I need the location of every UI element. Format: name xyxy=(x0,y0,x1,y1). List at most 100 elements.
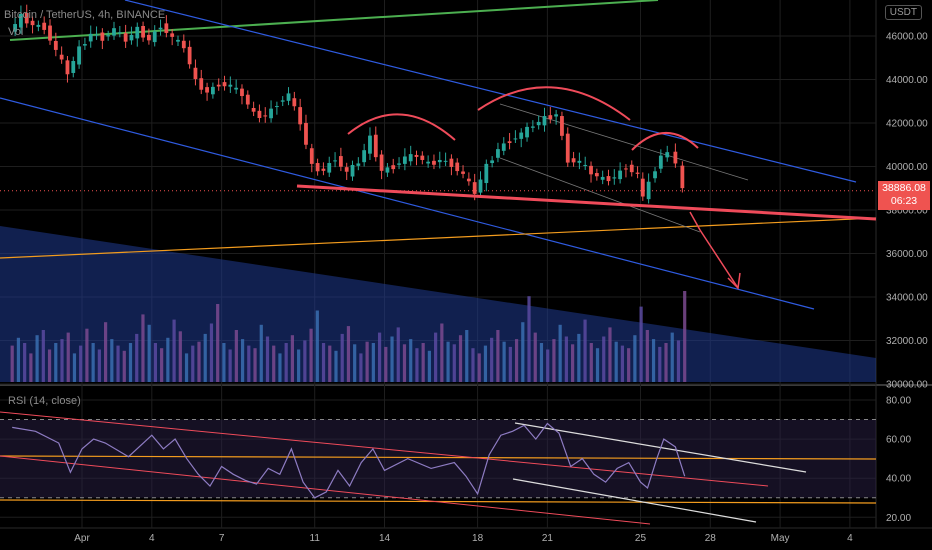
volume-bar xyxy=(608,327,612,382)
rsi-tick-label: 60.00 xyxy=(886,435,911,446)
candle-body xyxy=(653,171,657,179)
volume-bar xyxy=(60,339,64,382)
volume-bar xyxy=(240,339,245,382)
candle-body xyxy=(158,27,163,30)
volume-bar xyxy=(427,350,431,382)
candle-body xyxy=(624,168,628,170)
volume-bar xyxy=(54,343,58,382)
candle-body xyxy=(147,34,151,41)
volume-bar xyxy=(664,343,668,382)
symbol-title[interactable]: Bitcoin / TetherUS, 4h, BINANCE xyxy=(4,9,166,21)
candle-body xyxy=(129,34,134,41)
volume-bar xyxy=(595,348,600,382)
candle-body xyxy=(187,46,192,65)
upper-blue-channel xyxy=(124,0,857,183)
candle-body xyxy=(496,149,500,158)
time-tick-label: 4 xyxy=(149,533,155,544)
price-tick-label: 32000.00 xyxy=(886,336,928,347)
candle-body xyxy=(472,182,477,194)
volume-bar xyxy=(558,324,562,382)
price-tick-label: 30000.00 xyxy=(886,380,928,391)
candle-body xyxy=(280,100,285,102)
rsi-orange-upper xyxy=(0,455,877,460)
rsi-red-lower xyxy=(0,455,651,525)
volume-bar xyxy=(390,336,394,382)
candle-body xyxy=(251,107,256,112)
volume-bar xyxy=(122,350,126,382)
volume-bar xyxy=(620,345,625,382)
candle-body xyxy=(19,13,23,28)
candle-body xyxy=(228,84,233,87)
grey-channel-bottom xyxy=(499,157,701,233)
candle-body xyxy=(269,108,273,119)
candle-body xyxy=(274,106,279,108)
left-shoulder-arc xyxy=(347,113,456,141)
candle-body xyxy=(513,138,518,140)
candle-body xyxy=(606,176,611,182)
currency-badge[interactable]: USDT xyxy=(884,5,922,20)
volume-bar xyxy=(527,296,531,382)
volume-bar xyxy=(645,330,649,382)
volume-bar xyxy=(141,314,145,382)
volume-bar xyxy=(29,353,33,382)
volume-bar xyxy=(365,341,369,382)
candle-body xyxy=(88,33,93,42)
candle-body xyxy=(257,110,262,118)
candle-body xyxy=(673,151,678,164)
rsi-label[interactable]: RSI (14, close) xyxy=(8,395,81,407)
head-arc xyxy=(477,86,631,121)
time-tick-label: 11 xyxy=(310,533,321,544)
rsi-tick-label: 40.00 xyxy=(886,474,911,485)
candle-body xyxy=(164,23,169,33)
candle-body xyxy=(542,116,547,126)
volume-bar xyxy=(396,327,400,382)
candle-body xyxy=(321,168,326,171)
volume-bar xyxy=(346,326,351,382)
volume-bar xyxy=(209,323,214,382)
candle-body xyxy=(152,31,157,43)
volume-bar xyxy=(110,339,114,382)
price-tick-label: 38000.00 xyxy=(886,206,928,217)
candle-body xyxy=(554,114,559,117)
candle-body xyxy=(385,167,390,173)
candle-body xyxy=(618,170,623,180)
volume-bar xyxy=(184,353,189,382)
candle-body xyxy=(315,163,320,172)
volume-bar xyxy=(253,348,257,382)
price-tick-label: 34000.00 xyxy=(886,293,928,304)
candle-body xyxy=(680,165,685,189)
volume-label[interactable]: Vol xyxy=(8,26,24,38)
volume-bar xyxy=(471,348,475,382)
candle-body xyxy=(635,172,640,174)
candle-body xyxy=(665,152,670,158)
volume-bar xyxy=(334,350,338,382)
volume-bar xyxy=(303,340,307,382)
volume-bar xyxy=(315,310,319,382)
price-tick-label: 42000.00 xyxy=(886,119,928,130)
orange-trendline xyxy=(0,217,877,259)
volume-bar xyxy=(683,291,687,382)
candle-body xyxy=(42,22,47,30)
volume-bar xyxy=(79,345,83,382)
price-tick-label: 36000.00 xyxy=(886,249,928,260)
time-tick-label: 28 xyxy=(705,533,717,544)
candle-body xyxy=(333,160,337,162)
candle-body xyxy=(548,115,553,120)
rsi-line xyxy=(12,422,686,499)
volume-bar xyxy=(434,332,438,382)
candle-body xyxy=(501,143,506,151)
candle-body xyxy=(199,78,204,90)
candle-body xyxy=(530,126,535,128)
volume-bar xyxy=(178,331,182,382)
candle-body xyxy=(379,154,384,171)
candle-body xyxy=(170,33,175,37)
volume-bar xyxy=(321,343,326,382)
candle-body xyxy=(629,164,634,173)
last-price-tag: 38886.08 06:23 xyxy=(878,181,930,210)
volume-bar xyxy=(633,335,637,382)
volume-bar xyxy=(197,341,201,382)
volume-bar xyxy=(546,349,550,382)
volume-bar xyxy=(409,339,413,382)
volume-bar xyxy=(577,333,581,382)
